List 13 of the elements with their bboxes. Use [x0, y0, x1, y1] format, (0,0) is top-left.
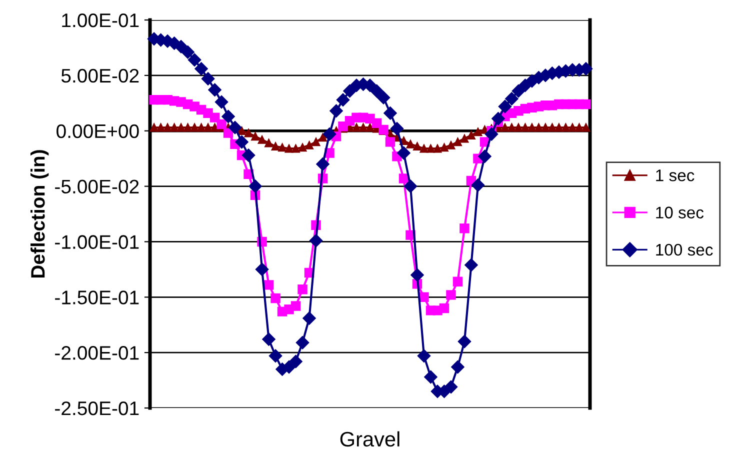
y-tick-label: 1.00E-01: [62, 13, 139, 28]
y-tick-label: 5.00E-02: [61, 68, 139, 83]
legend-label: 1 sec: [656, 170, 694, 182]
y-tick-label: -2.50E-01: [55, 401, 139, 416]
y-axis-title: Deflection (in): [30, 150, 49, 278]
y-tick-label: -1.00E-01: [55, 235, 139, 249]
y-tick-label: -2.00E-01: [55, 346, 139, 360]
legend-label: 10 sec: [656, 206, 704, 218]
legend-label: 100 sec: [656, 244, 713, 256]
y-tick-label: 0.00E+00: [56, 124, 139, 138]
x-axis-title: Gravel: [340, 431, 400, 447]
y-tick-label: -5.00E-02: [55, 180, 139, 194]
y-tick-label: -1.50E-01: [55, 290, 139, 304]
